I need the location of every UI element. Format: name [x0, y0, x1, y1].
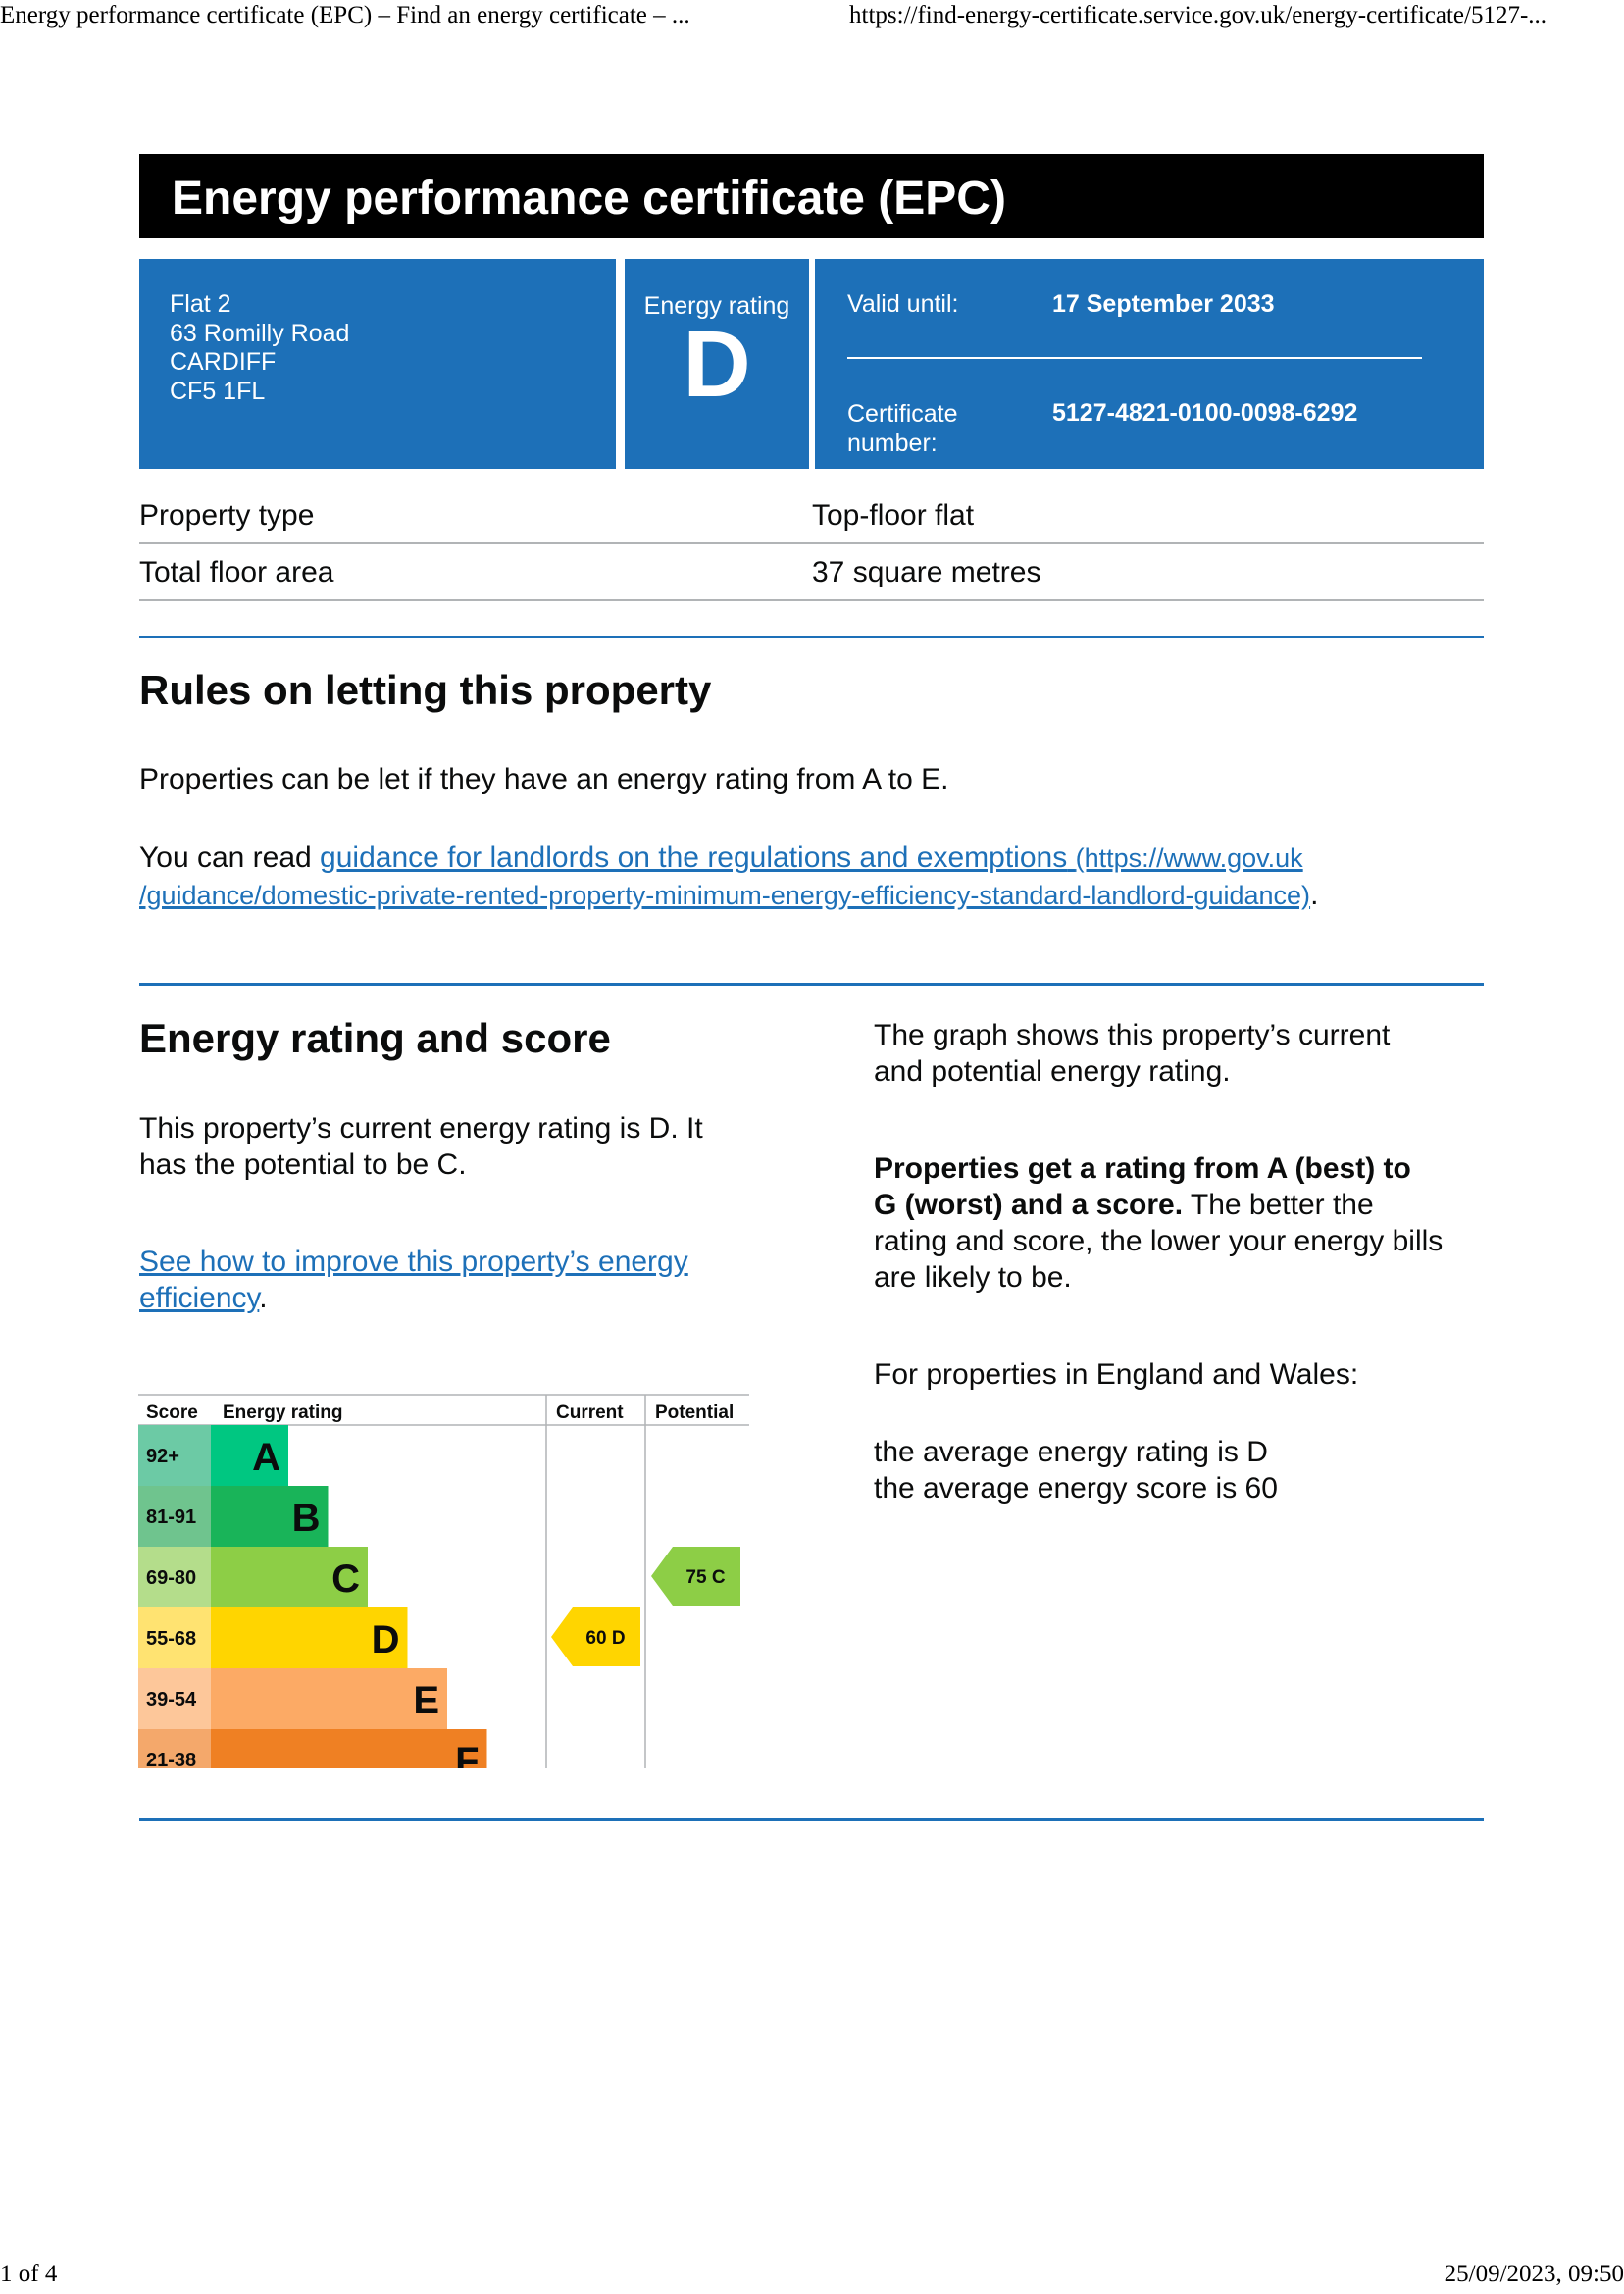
improve-link[interactable]: See how to improve this property’s energ…: [139, 1246, 688, 1314]
label-line: Certificate: [847, 400, 958, 428]
floor-area-value: 37 square metres: [812, 556, 1041, 588]
band-bar-C: [211, 1547, 368, 1607]
pdf-page-count: 1 of 4: [0, 2261, 58, 2287]
validity-box: Valid until: 17 September 2033 Certifica…: [815, 259, 1484, 469]
score-cell-B: [138, 1486, 211, 1547]
potential-rating-label: 75 C: [685, 1567, 725, 1588]
address-line: CARDIFF: [170, 348, 277, 376]
letting-paragraph: Properties can be let if they have an en…: [139, 763, 949, 795]
score-label-F: 21-38: [146, 1750, 196, 1768]
floor-area-row: Total floor area 37 square metres: [139, 544, 1484, 601]
letting-heading: Rules on letting this property: [139, 667, 712, 713]
england-wales-label: For properties in England and Wales:: [874, 1358, 1359, 1391]
text: .: [1310, 879, 1319, 911]
current-rating-label: 60 D: [585, 1628, 625, 1649]
energy-rating-label: Energy rating: [643, 292, 790, 320]
guidance-link[interactable]: guidance for landlords on the regulation…: [139, 841, 1311, 910]
score-cell-D: [138, 1607, 211, 1668]
energy-rating-letter: D: [683, 312, 751, 417]
band-bar-D: [211, 1607, 408, 1668]
address-box: Flat 2 63 Romilly Road CARDIFF CF5 1FL: [139, 259, 616, 469]
page-title: Energy performance certificate (EPC): [139, 154, 1484, 238]
score-label-C: 69-80: [146, 1567, 196, 1589]
certificate-number-value: 5127-4821-0100-0098-6292: [1052, 399, 1358, 427]
section-divider: [139, 983, 1484, 986]
score-label-B: 81-91: [146, 1506, 196, 1528]
chart-header-0: Score: [146, 1402, 198, 1423]
band-bar-F: [211, 1729, 487, 1768]
guidance-paragraph: You can read guidance for landlords on t…: [139, 840, 1502, 914]
band-bar-B: [211, 1486, 329, 1547]
valid-until-value: 17 September 2033: [1052, 290, 1275, 318]
band-bar-E: [211, 1668, 447, 1729]
valid-until-label: Valid until:: [847, 290, 959, 318]
score-cell-F: [138, 1729, 211, 1768]
address-line: Flat 2: [170, 290, 231, 318]
address-line: CF5 1FL: [170, 377, 266, 405]
label-line: number:: [847, 430, 938, 457]
chart-header-2: Current: [556, 1402, 624, 1423]
score-cell-E: [138, 1668, 211, 1729]
potential-rating-arrow: [651, 1547, 740, 1606]
band-letter-C: C: [331, 1557, 360, 1601]
energy-rating-chart: Score Energy rating Current Potential 92+ A 81…: [138, 1394, 749, 1768]
current-rating-arrow: [551, 1607, 640, 1666]
energy-rating-box: Energy rating D: [625, 259, 809, 469]
improve-paragraph: See how to improve this property’s energ…: [139, 1246, 688, 1314]
score-label-D: 55-68: [146, 1628, 196, 1650]
pdf-datetime: 25/09/2023, 09:50: [1444, 2261, 1624, 2287]
score-label-E: 39-54: [146, 1689, 197, 1710]
chart-header-3: Potential: [655, 1402, 734, 1423]
score-paragraph: This property’s current energy rating is…: [139, 1112, 703, 1181]
band-bar-A: [211, 1425, 288, 1486]
rating-explanation: Properties get a rating from A (best) to…: [874, 1152, 1444, 1294]
certificate-number-label: Certificate number:: [847, 399, 958, 458]
score-label-A: 92+: [146, 1446, 179, 1467]
property-type-row: Property type Top-floor flat: [139, 487, 1484, 544]
chart-header-1: Energy rating: [223, 1402, 342, 1423]
text: You can read: [139, 841, 321, 874]
pdf-url: https://find-energy-certificate.service.…: [849, 2, 1548, 28]
band-letter-B: B: [292, 1497, 321, 1540]
pdf-page-title: Energy performance certificate (EPC) – F…: [0, 2, 690, 28]
score-cell-A: [138, 1425, 211, 1486]
property-type-value: Top-floor flat: [812, 499, 975, 532]
band-letter-F: F: [455, 1740, 479, 1768]
band-letter-D: D: [372, 1618, 400, 1661]
address-line: 63 Romilly Road: [170, 319, 350, 347]
band-letter-A: A: [252, 1436, 280, 1479]
divider: [847, 357, 1422, 359]
band-letter-E: E: [413, 1679, 439, 1722]
section-divider: [139, 636, 1484, 638]
section-divider: [139, 1818, 1484, 1821]
floor-area-label: Total floor area: [139, 556, 334, 588]
property-type-label: Property type: [139, 499, 315, 532]
score-heading: Energy rating and score: [139, 1015, 611, 1061]
score-cell-C: [138, 1547, 211, 1607]
graph-description: The graph shows this property’s current a…: [874, 1019, 1391, 1088]
